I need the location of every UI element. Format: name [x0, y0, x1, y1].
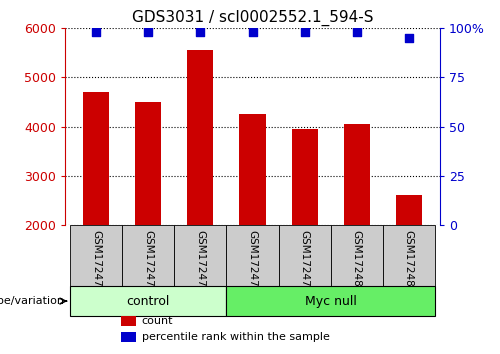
Point	[92, 29, 100, 35]
Text: GSM172481: GSM172481	[404, 230, 414, 293]
Bar	[278, 225, 330, 286]
Text: GSM172477: GSM172477	[196, 230, 205, 293]
Bar	[136, 102, 162, 225]
Bar	[226, 286, 435, 316]
Bar	[121, 332, 136, 342]
Bar	[344, 124, 369, 225]
Bar	[121, 316, 136, 326]
Point	[144, 29, 152, 35]
Point	[352, 29, 360, 35]
Point	[196, 29, 204, 35]
Text: GSM172479: GSM172479	[300, 230, 310, 293]
Text: count: count	[142, 316, 174, 326]
Text: Myc null: Myc null	[304, 295, 356, 308]
Text: GSM172476: GSM172476	[144, 230, 154, 293]
Bar	[188, 50, 214, 225]
Text: GSM172478: GSM172478	[248, 230, 258, 293]
Bar	[396, 195, 422, 225]
Bar	[174, 225, 227, 286]
Text: GSM172480: GSM172480	[352, 230, 362, 293]
Text: GSM172475: GSM172475	[91, 230, 101, 293]
Bar	[83, 92, 110, 225]
Bar	[226, 225, 278, 286]
Bar	[382, 225, 435, 286]
Text: control: control	[126, 295, 170, 308]
Text: percentile rank within the sample: percentile rank within the sample	[142, 332, 330, 342]
Point	[300, 29, 308, 35]
Point	[248, 29, 256, 35]
Bar	[240, 114, 266, 225]
Bar	[70, 225, 122, 286]
Point	[405, 35, 413, 41]
Title: GDS3031 / scl0002552.1_594-S: GDS3031 / scl0002552.1_594-S	[132, 9, 373, 25]
Bar	[122, 225, 174, 286]
Bar	[70, 286, 226, 316]
Bar	[330, 225, 382, 286]
Bar	[292, 129, 318, 225]
Text: genotype/variation: genotype/variation	[0, 296, 64, 306]
